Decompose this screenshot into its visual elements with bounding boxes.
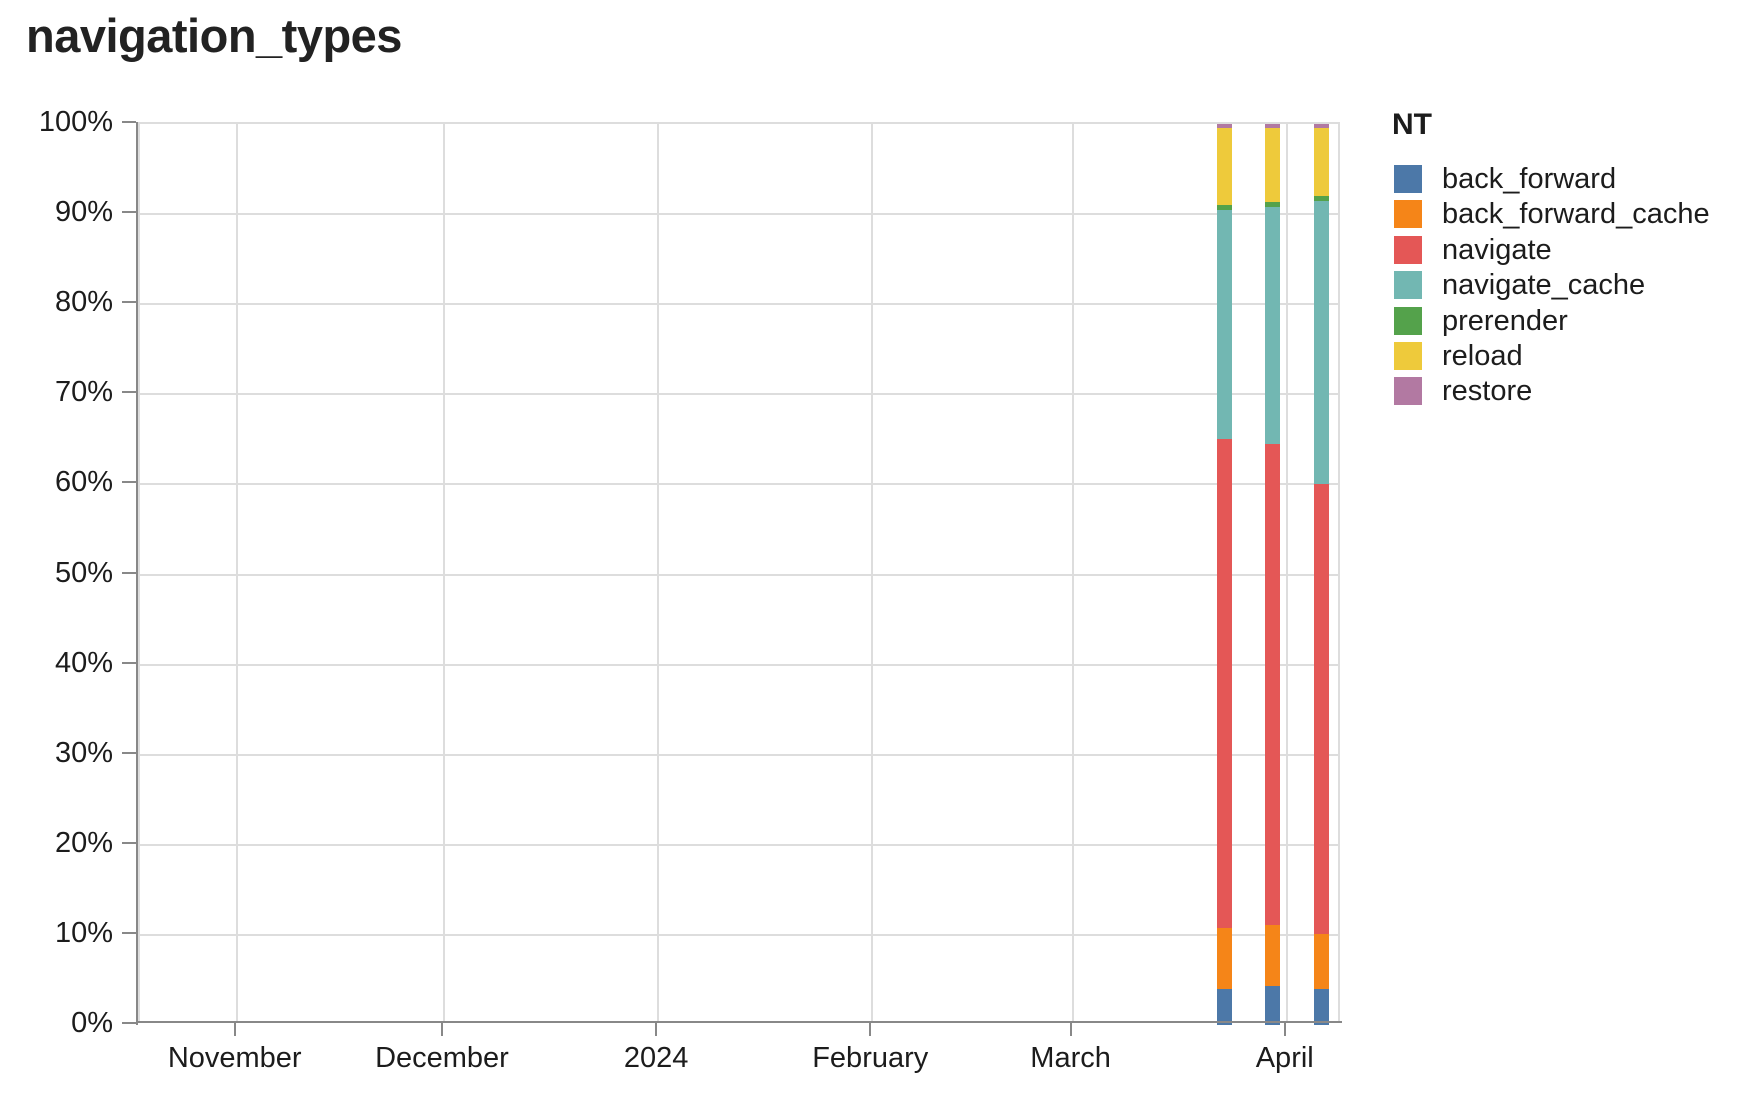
y-gridline <box>140 393 1338 396</box>
bar-segment-restore <box>1265 124 1281 128</box>
x-gridline <box>1285 124 1288 1021</box>
y-tick <box>122 931 136 934</box>
y-gridline <box>140 843 1338 846</box>
bar-segment-reload <box>1265 127 1281 203</box>
legend-label: restore <box>1442 375 1533 408</box>
bar-segment-reload <box>1217 127 1233 206</box>
y-tick-label: 60% <box>54 466 113 499</box>
legend-label: reload <box>1442 340 1523 372</box>
bar-segment-prerender <box>1217 205 1233 210</box>
y-gridline <box>140 753 1338 756</box>
x-gridline <box>1071 124 1074 1021</box>
y-tick-label: 80% <box>54 286 113 319</box>
y-tick <box>122 1022 136 1024</box>
y-tick <box>122 121 136 123</box>
bar-segment-navigate <box>1313 484 1329 934</box>
legend-swatch-back_forward_cache <box>1394 200 1422 229</box>
y-tick-label: 0% <box>71 1007 113 1039</box>
y-tick <box>122 391 136 394</box>
y-gridline <box>140 483 1338 486</box>
y-tick-label: 70% <box>54 376 113 409</box>
x-tick <box>655 1021 658 1036</box>
x-tick <box>1069 1021 1072 1036</box>
y-gridline <box>140 933 1338 936</box>
legend-label: navigate_cache <box>1442 269 1646 302</box>
x-tick-label: February <box>812 1042 929 1074</box>
x-gridline <box>657 124 660 1021</box>
y-tick <box>122 571 136 574</box>
y-tick <box>122 841 136 844</box>
x-tick <box>233 1021 236 1036</box>
legend-swatch-navigate_cache <box>1394 271 1422 300</box>
x-gridline <box>442 124 445 1021</box>
x-tick <box>1283 1021 1286 1036</box>
bar-segment-back_forward <box>1265 986 1281 1025</box>
x-axis-line <box>136 1021 1342 1023</box>
y-tick-label: 40% <box>54 646 113 679</box>
bar-segment-navigate_cache <box>1217 209 1233 440</box>
bar-segment-back_forward <box>1217 988 1233 1025</box>
y-tick <box>122 481 136 484</box>
legend-swatch-prerender <box>1394 306 1422 335</box>
bar-segment-back_forward_cache <box>1313 933 1329 989</box>
x-tick-label: 2024 <box>623 1042 689 1074</box>
bar-segment-navigate <box>1217 439 1233 928</box>
legend-label: back_forward <box>1442 163 1617 195</box>
legend-swatch-reload <box>1394 342 1422 370</box>
y-tick-label: 30% <box>54 736 113 769</box>
y-tick <box>122 661 136 664</box>
y-tick <box>122 301 136 304</box>
y-tick <box>122 211 136 214</box>
y-gridline <box>140 213 1338 216</box>
bar-segment-prerender <box>1265 202 1281 207</box>
y-axis-line <box>136 122 138 1025</box>
legend: NT back_forward back_forward_cache navigat… <box>1392 108 1710 406</box>
y-gridline <box>140 573 1338 576</box>
bar-segment-back_forward <box>1313 988 1329 1025</box>
bar-segment-navigate_cache <box>1265 206 1281 444</box>
horizontal-gridlines <box>140 124 1338 1021</box>
legend-swatch-back_forward <box>1394 165 1422 193</box>
x-tick <box>869 1021 872 1036</box>
bars-layer <box>140 124 1338 1025</box>
bar-segment-navigate_cache <box>1313 201 1329 485</box>
x-tick-label: March <box>1030 1042 1111 1074</box>
vertical-gridlines <box>140 124 1338 1021</box>
y-gridline <box>140 663 1338 666</box>
x-gridline <box>871 124 874 1021</box>
legend-label: prerender <box>1442 304 1568 337</box>
x-gridline <box>235 124 238 1021</box>
bar-segment-back_forward_cache <box>1265 924 1281 987</box>
y-tick <box>122 751 136 754</box>
x-tick-label: November <box>167 1042 302 1074</box>
legend-swatch-restore <box>1394 377 1422 406</box>
x-tick <box>440 1021 443 1036</box>
legend-swatch-navigate <box>1394 235 1422 264</box>
bar-segment-prerender <box>1313 196 1329 202</box>
y-gridline <box>140 303 1338 306</box>
bar-segment-navigate <box>1265 443 1281 925</box>
y-tick-label: 20% <box>54 826 113 859</box>
legend-label: navigate <box>1442 233 1552 266</box>
y-tick-label: 10% <box>54 916 113 949</box>
legend-label: back_forward_cache <box>1442 198 1710 231</box>
y-tick-label: 50% <box>54 556 113 589</box>
bar-segment-restore <box>1217 124 1233 128</box>
chart-title: navigation_types <box>26 9 402 62</box>
legend-title: NT <box>1392 108 1432 141</box>
x-tick-label: December <box>375 1042 509 1074</box>
y-tick-label: 90% <box>54 196 113 229</box>
bar-segment-back_forward_cache <box>1217 927 1233 989</box>
x-tick-label: April <box>1255 1042 1314 1074</box>
bar-segment-restore <box>1313 124 1329 128</box>
y-tick-label: 100% <box>38 106 113 138</box>
plot-area <box>138 122 1340 1025</box>
bar-segment-reload <box>1313 127 1329 197</box>
